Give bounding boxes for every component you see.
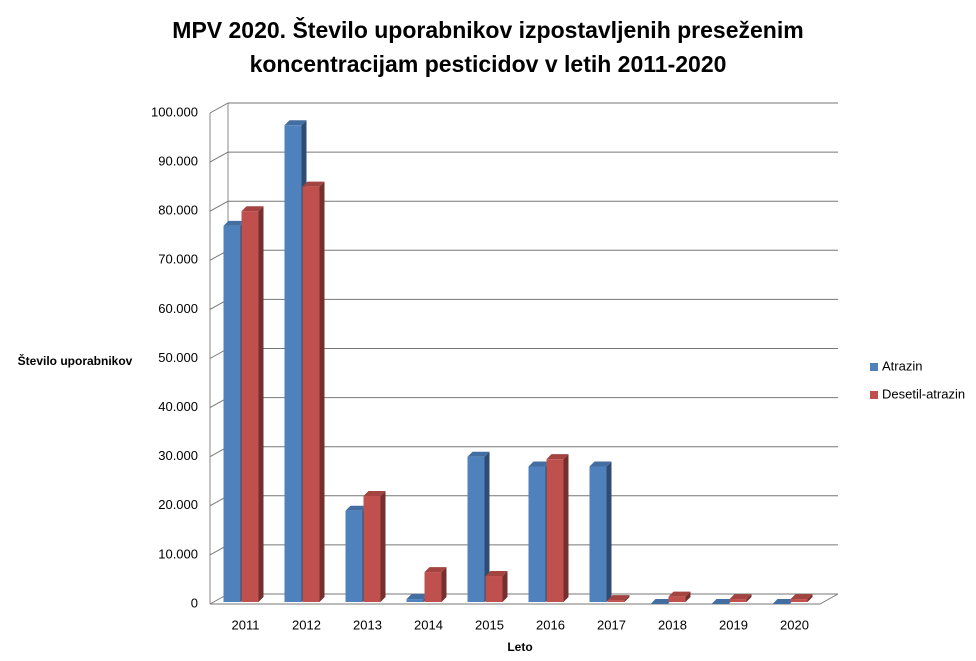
y-tick-label: 40.000	[158, 399, 198, 414]
bar-top	[467, 451, 490, 457]
y-tick-label: 90.000	[158, 154, 198, 169]
x-tick-label: 2017	[597, 617, 626, 632]
bar-top	[363, 490, 386, 496]
bar-side	[258, 206, 264, 602]
x-tick-label: 2011	[232, 617, 260, 632]
bar-top	[729, 594, 752, 600]
bar-side	[685, 591, 691, 602]
bar	[467, 456, 485, 602]
y-tick-label: 20.000	[158, 497, 198, 512]
bar	[345, 510, 363, 602]
legend-swatch	[870, 363, 878, 371]
bar	[223, 225, 241, 602]
bar-side	[484, 451, 490, 602]
grid-line	[209, 102, 229, 114]
bar-top	[223, 220, 246, 226]
x-tick-label: 2018	[658, 617, 687, 632]
y-axis-label: Število uporabnikov	[18, 353, 133, 368]
bar-top	[668, 591, 691, 597]
y-tick-label: 10.000	[158, 546, 198, 561]
bar-top	[546, 454, 569, 460]
grid-line	[209, 200, 229, 212]
y-tick-label: 70.000	[158, 252, 198, 267]
bar	[284, 125, 302, 603]
bar-top	[345, 505, 368, 511]
bar-top	[607, 595, 630, 601]
bar-top	[302, 181, 325, 187]
bar	[546, 459, 564, 602]
bar	[668, 596, 686, 602]
floor-edge	[819, 593, 839, 605]
bar-side	[606, 461, 612, 602]
bar	[589, 466, 607, 602]
bar-top	[772, 599, 795, 604]
x-tick-label: 2013	[353, 617, 382, 632]
bar-top	[711, 599, 734, 604]
bar	[302, 186, 320, 602]
y-tick-label: 30.000	[158, 448, 198, 463]
y-tick-label: 100.000	[151, 104, 198, 119]
bar-side	[807, 594, 813, 602]
y-tick-label: 50.000	[158, 350, 198, 365]
bar-side	[502, 571, 508, 602]
bar	[406, 599, 424, 602]
x-tick-label: 2020	[780, 617, 809, 632]
bar-top	[650, 599, 673, 604]
bar-side	[563, 454, 569, 602]
bar-top	[528, 461, 551, 467]
bar	[424, 572, 442, 602]
bar-side	[319, 181, 325, 602]
x-tick-label: 2019	[719, 617, 748, 632]
bar-top	[790, 594, 813, 600]
bar-side	[746, 594, 752, 602]
chart-title: MPV 2020. Število uporabnikov izpostavlj…	[172, 16, 803, 77]
bar	[790, 599, 808, 602]
legend-label: Atrazin	[882, 358, 922, 373]
bar-top	[406, 594, 429, 600]
bar-top	[589, 461, 612, 467]
bar-side	[624, 595, 630, 602]
bar-top	[284, 120, 307, 126]
bar	[607, 600, 625, 602]
x-axis-label: Leto	[507, 640, 532, 654]
legend-label: Desetil-atrazin	[882, 386, 965, 401]
bar-top	[424, 567, 447, 573]
x-tick-label: 2015	[475, 617, 504, 632]
bar	[729, 599, 747, 602]
x-tick-label: 2014	[414, 617, 443, 632]
grid-line	[209, 151, 229, 163]
x-tick-label: 2012	[292, 617, 321, 632]
y-tick-label: 60.000	[158, 301, 198, 316]
bar	[485, 576, 503, 602]
bar-top	[241, 206, 264, 212]
bar-side	[380, 490, 386, 602]
bar-side	[441, 567, 447, 602]
bar-top	[485, 571, 508, 577]
legend-swatch	[870, 391, 878, 399]
y-tick-label: 0	[191, 595, 198, 610]
bar	[528, 466, 546, 602]
y-tick-label: 80.000	[158, 203, 198, 218]
bar	[363, 495, 381, 602]
bar	[241, 211, 259, 602]
x-tick-label: 2016	[536, 617, 565, 632]
